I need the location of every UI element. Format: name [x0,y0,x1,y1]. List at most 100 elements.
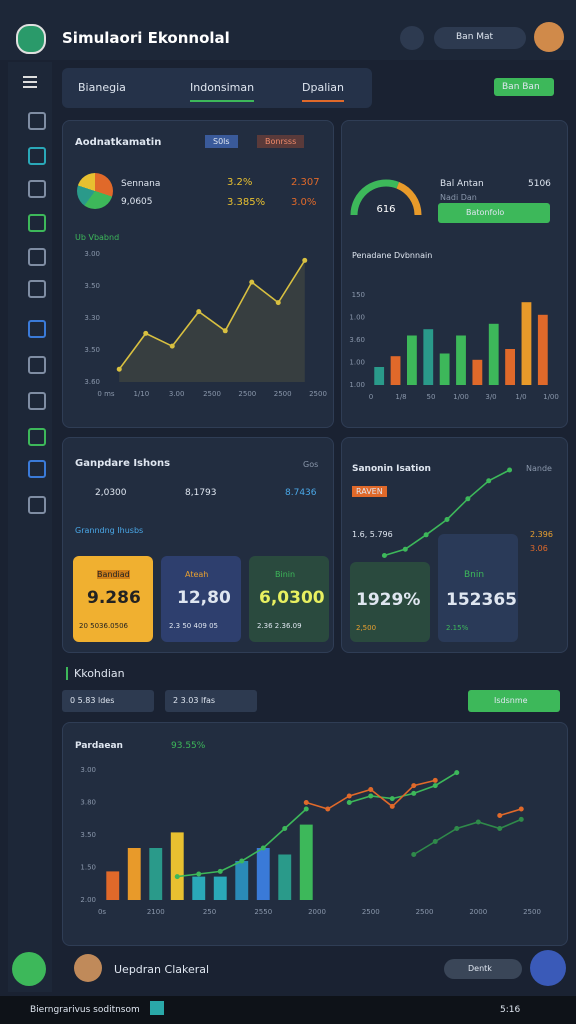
card[interactable]: Bandiad 9.286 20 5036.0506 [73,556,153,642]
bar [278,854,292,900]
card[interactable]: Ateah 12,80 2.3 50 409 05 [161,556,241,642]
nav-icon[interactable] [28,112,46,130]
point [486,478,492,484]
point [303,806,309,812]
bar [439,353,450,385]
point [217,868,223,874]
search-pill[interactable]: Ban Mat [434,27,526,49]
input-text: 2 3.03 lfas [173,696,216,705]
nav-icon[interactable] [28,214,46,232]
dropdown-text: Ban Ban [502,82,540,92]
curve [381,467,513,558]
x-tick-label: 1/00 [543,393,559,401]
side-value: 3.06 [530,544,548,553]
input[interactable]: 2 3.03 lfas [165,690,257,712]
tab-bar: Bianegia Indonsiman Dpalian [62,68,372,108]
x-tick-label: 0 [369,393,373,401]
avatar [74,954,102,982]
bar [192,876,206,900]
panel-title: Aodnatkamatin [75,137,162,148]
nav-icon[interactable] [28,320,46,338]
dropdown[interactable]: Ban Ban [494,78,554,96]
card-title: Binin [275,570,296,579]
bar [149,848,163,900]
x-tick-label: 2100 [147,908,165,916]
app-title: Simulaori Ekonnolal [62,29,230,47]
avatar[interactable] [534,22,564,52]
point [368,793,374,799]
stat: 8,1793 [185,488,217,498]
point [169,343,175,349]
y-tick-label: 3.00 [84,250,100,258]
nav-icon[interactable] [28,460,46,478]
x-tick-label: 2500 [238,390,256,398]
area [119,260,305,382]
point [432,783,438,789]
x-tick-label: 2500 [203,390,221,398]
point [411,790,417,796]
x-tick-label: 50 [427,393,436,401]
nav-icon[interactable] [28,147,46,165]
card[interactable]: Binin 6,0300 2.36 2.36.09 [249,556,329,642]
line-chart: 3.00 3.50 3.30 3.50 3.60 0 ms 1/10 3.00 2500 2500… [84,250,327,398]
bar [374,367,385,385]
gauge-fill [350,179,400,216]
card-value: 1929% [356,590,421,610]
y-tick-label: 150 [352,291,365,299]
menu-icon[interactable] [23,76,37,78]
x-tick-label: 2550 [254,908,272,916]
card-value: 152365 [446,590,517,610]
tab[interactable]: Bianegia [78,81,126,94]
nav-icon[interactable] [28,180,46,198]
bar [472,359,483,385]
x-tick-label: 2000 [469,908,487,916]
label: Nadi Dan [440,193,477,202]
x-tick-label: 3/0 [485,393,496,401]
button[interactable]: Batonfolo [438,203,550,223]
bar [235,861,249,900]
fab[interactable] [12,952,46,986]
nav-icon[interactable] [28,356,46,374]
search-button[interactable] [400,26,424,50]
fab[interactable] [530,950,566,986]
sidebar [8,62,52,992]
pct: 93.55% [171,741,206,751]
point [454,770,460,776]
point [239,858,245,864]
bar [106,871,120,900]
gauge-label: 616 [376,204,395,215]
line [177,771,458,878]
line [413,818,522,856]
nav-icon[interactable] [28,280,46,298]
nav-icon[interactable] [28,496,46,514]
user-name: Uepdran Clakeral [114,963,210,976]
taskbar: Bierngrarivus soditnsom 5:16 [0,996,576,1024]
point [196,309,202,315]
card[interactable]: 1929% 2,500 [350,562,430,642]
point [346,800,352,805]
y-tick-label: 1.00 [349,359,365,367]
x-tick-label: 0s [98,908,106,916]
bar [170,832,184,900]
point [518,806,524,812]
nav-icon[interactable] [28,392,46,410]
stat-pct: 3.385% [227,197,266,208]
card-title: Ateah [185,570,209,579]
input[interactable]: 0 5.83 ldes [62,690,154,712]
button[interactable]: Dentk [444,959,522,979]
nav-icon[interactable] [28,428,46,446]
y-tick-label: 3.50 [80,831,96,839]
y-tick-label: 3.50 [84,346,100,354]
app-icon[interactable] [150,1001,164,1015]
badge: S0ls [205,135,238,148]
tab[interactable]: Indonsiman [190,81,255,102]
button[interactable]: Isdsnme [468,690,560,712]
x-tick-label: 1/10 [133,390,149,398]
point [432,839,438,844]
point [402,546,408,552]
card-value: 9.286 [87,588,141,608]
tab[interactable]: Dpalian [302,81,345,102]
card-foot: 20 5036.0506 [79,622,128,630]
nav-icon[interactable] [28,248,46,266]
card[interactable]: Bnin 152365 2.15% [438,534,518,642]
